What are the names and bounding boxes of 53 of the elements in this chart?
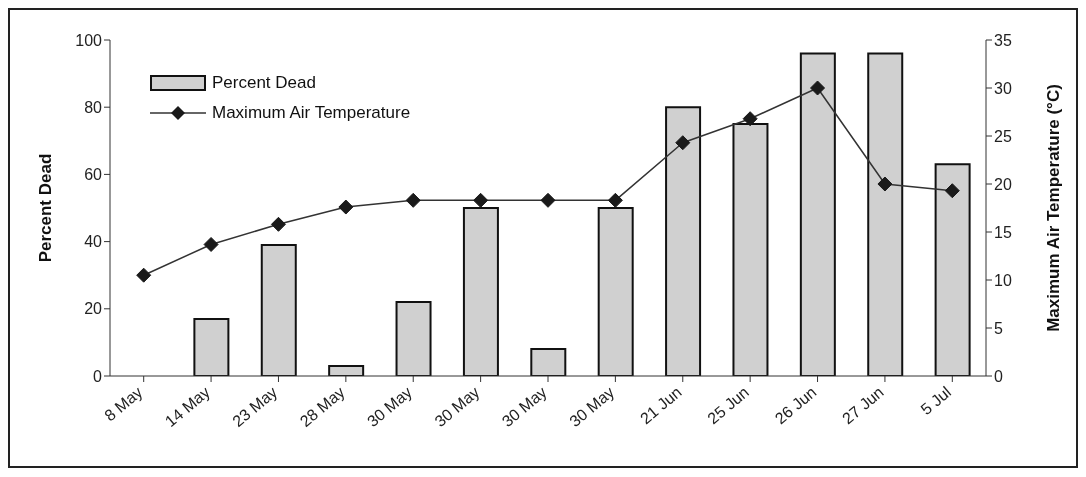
- bar: [665, 106, 702, 376]
- x-tick-label: 14 May: [161, 383, 214, 431]
- point: [136, 267, 152, 283]
- point: [473, 192, 489, 208]
- point: [675, 135, 691, 151]
- x-tick-label: 21 Jun: [636, 383, 685, 428]
- legend-label: Maximum Air Temperature: [212, 102, 411, 124]
- point: [405, 192, 421, 208]
- bar: [799, 52, 836, 376]
- y2-tick-label: 30: [994, 79, 1012, 97]
- x-tick-label: 30 May: [566, 383, 618, 431]
- point: [203, 236, 219, 252]
- x-tick-label: 23 May: [229, 383, 281, 431]
- bar: [260, 243, 297, 376]
- bar: [867, 52, 904, 376]
- y-tick-label: 60: [84, 166, 103, 184]
- y2-tick-label: 0: [994, 367, 1003, 385]
- y-axis-title: Percent Dead: [36, 153, 56, 263]
- y2-tick-label: 25: [994, 127, 1012, 145]
- point: [877, 176, 893, 192]
- y-tick-label: 80: [84, 98, 103, 116]
- x-tick-label: 30 May: [364, 383, 416, 431]
- legend-label: Percent Dead: [212, 72, 316, 94]
- point: [607, 192, 623, 208]
- x-tick-label: 28 May: [296, 383, 348, 431]
- point: [810, 80, 826, 96]
- bar: [193, 317, 230, 376]
- point: [540, 192, 556, 208]
- y2-tick-label: 10: [994, 271, 1012, 289]
- point: [742, 111, 758, 127]
- y2-tick-label: 15: [994, 223, 1012, 241]
- y2-axis-title: Maximum Air Temperature (°C): [1044, 84, 1064, 332]
- y2-tick-label: 5: [994, 319, 1003, 337]
- y-tick-label: 100: [75, 31, 103, 49]
- x-tick-label: 27 Jun: [839, 383, 887, 428]
- point: [270, 216, 286, 232]
- x-tick-label: 5 Jul: [917, 383, 955, 419]
- point: [338, 199, 354, 215]
- y2-tick-label: 35: [994, 31, 1012, 49]
- point: [944, 183, 960, 199]
- x-tick-label: 26 Jun: [771, 383, 820, 428]
- x-tick-label: 30 May: [431, 383, 483, 431]
- x-tick-label: 30 May: [498, 383, 550, 431]
- y-tick-label: 0: [93, 367, 103, 385]
- y2-tick-label: 20: [994, 175, 1012, 193]
- y-tick-label: 20: [84, 300, 103, 318]
- bar: [328, 364, 365, 376]
- bar: [934, 163, 971, 376]
- y-tick-label: 40: [84, 233, 103, 251]
- bar: [530, 348, 567, 376]
- bar: [395, 301, 432, 376]
- x-tick-label: 8 May: [101, 383, 146, 425]
- x-tick-label: 25 Jun: [704, 383, 753, 428]
